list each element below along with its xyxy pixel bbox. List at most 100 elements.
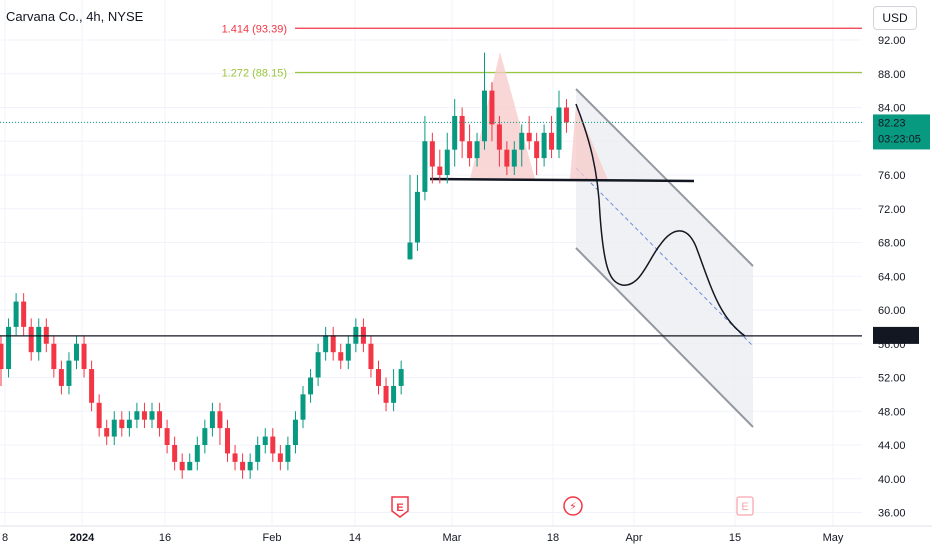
candle-body [36,326,42,353]
dividend-flash-icon[interactable] [563,496,583,516]
last-price-badge [873,114,930,150]
candle-body [21,301,27,327]
price-tick-label: 92.00 [878,35,906,47]
candle-body [58,369,64,386]
candle-body [376,369,381,386]
candle-body [247,461,253,471]
channel-upper-line[interactable] [575,88,754,267]
candle-body [74,343,79,361]
earnings-icon[interactable] [391,496,409,518]
candle-body [368,343,374,370]
candle-body [240,461,246,471]
price-tick-label: 36.00 [878,508,906,520]
candle-body [534,141,540,159]
candle-body [315,352,321,378]
candle-body [489,90,495,125]
candle-body [141,411,147,420]
candle-body [398,369,404,386]
price-tick-label: 52.00 [878,373,906,385]
candle-body [338,352,344,361]
candle-body [209,411,215,429]
candle-body [330,335,336,353]
candle-body [407,242,413,260]
candle-body [467,141,473,159]
candle-body [300,394,306,420]
earnings-future-icon[interactable] [736,496,754,516]
support-price-badge [873,326,919,344]
candle-body [277,453,283,462]
event-glyph: ⚡ [569,501,577,513]
price-axis[interactable]: 92.0088.0084.0080.0076.0072.0068.0064.00… [862,0,932,526]
candle-body [0,343,4,370]
currency-button[interactable]: USD [873,6,917,30]
price-tick-label: 64.00 [878,271,906,283]
candle-body [111,419,117,437]
time-tick-label: 2024 [70,532,95,544]
horizontal-lines[interactable] [0,121,862,337]
candle-body [28,326,34,353]
last-price-value: 82.23 [878,117,906,129]
candle-body [452,115,458,150]
chart-title: Carvana Co., 4h, NYSE [6,9,144,24]
candle-body [217,411,223,429]
time-tick-label: 14 [349,532,361,544]
price-tick-label: 60.00 [878,305,906,317]
candle-body [563,107,569,123]
candle-body [134,411,140,420]
candle-body [414,191,420,243]
fibonacci-levels[interactable]: 1.414 (93.39) 1.272 (88.15) [222,23,862,79]
fib-level-label: 1.272 (88.15) [222,67,287,79]
time-tick-label: 18 [547,532,559,544]
price-tick-label: 76.00 [878,170,906,182]
candle-body [323,335,329,353]
candle-body [556,107,562,150]
price-tick-label: 68.00 [878,238,906,250]
candle-body [482,90,487,142]
candle-body [429,141,435,167]
candle-body [51,343,57,370]
support-price-value: 56.93 [878,331,906,343]
price-axis-panel[interactable] [862,0,932,526]
candle-body [225,428,230,454]
candle-body [308,377,314,395]
candle-body [187,461,193,471]
neckline[interactable] [429,177,695,183]
time-tick-label: Mar [443,532,462,544]
price-tick-label: 88.00 [878,69,906,81]
event-glyph: E [741,501,748,513]
chart-drawings[interactable] [429,52,754,428]
event-glyph: E [396,502,403,514]
time-tick-label: 8 [2,532,8,544]
time-tick-label: May [823,532,844,544]
price-tick-label: 84.00 [878,103,906,115]
candle-body [474,141,480,159]
candle-body [66,360,72,386]
candle-body [526,132,532,142]
candle-body [96,402,102,429]
candle-body [172,445,178,462]
candlestick-series [0,52,569,479]
time-tick-label: 15 [729,532,741,544]
candle-body [89,369,95,403]
projected-path[interactable] [575,103,746,337]
candle-body [13,301,19,327]
candle-body [149,411,155,420]
candle-body [104,428,110,437]
candle-body [504,149,510,167]
event-markers[interactable]: E ⚡ E [391,496,754,518]
candle-body [262,436,268,445]
channel-lower-line[interactable] [575,247,754,428]
candle-body [6,326,12,370]
candle-body [496,124,502,150]
candle-body [255,445,261,462]
candle-body [541,132,547,159]
candle-body [549,132,555,150]
time-tick-label: 16 [159,532,171,544]
time-axis[interactable]: 8 2024 16 Feb 14 Mar 18 Apr 15 May [0,525,932,544]
candle-body [119,419,125,429]
candle-body [437,166,443,175]
candle-body [459,115,465,142]
head-pattern-shape[interactable] [470,52,535,179]
candle-body [126,419,132,429]
